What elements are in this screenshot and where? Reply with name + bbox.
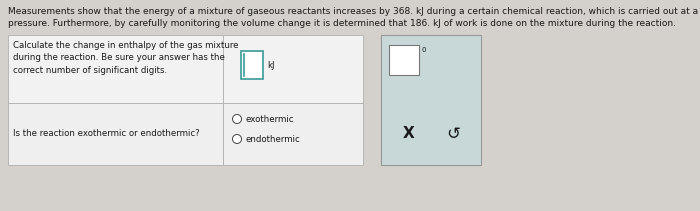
Text: endothermic: endothermic (245, 134, 300, 143)
Bar (223, 35, 363, 103)
Circle shape (232, 115, 241, 123)
Text: Calculate the change in enthalpy of the gas mixture
during the reaction. Be sure: Calculate the change in enthalpy of the … (13, 41, 239, 75)
Text: pressure. Furthermore, by carefully monitoring the volume change it is determine: pressure. Furthermore, by carefully moni… (8, 19, 676, 28)
Bar (389, 45, 419, 75)
Bar (8, 35, 223, 103)
Bar (8, 103, 223, 165)
Text: 0: 0 (421, 47, 426, 53)
Bar (381, 35, 481, 165)
Text: Is the reaction exothermic or endothermic?: Is the reaction exothermic or endothermi… (13, 130, 199, 138)
Bar (223, 103, 363, 165)
Circle shape (232, 134, 241, 143)
Text: exothermic: exothermic (245, 115, 293, 123)
Text: Measurements show that the energy of a mixture of gaseous reactants increases by: Measurements show that the energy of a m… (8, 7, 700, 16)
Text: X: X (403, 127, 415, 142)
Text: ↺: ↺ (446, 125, 460, 143)
Text: kJ: kJ (267, 61, 274, 69)
Bar (241, 51, 263, 79)
